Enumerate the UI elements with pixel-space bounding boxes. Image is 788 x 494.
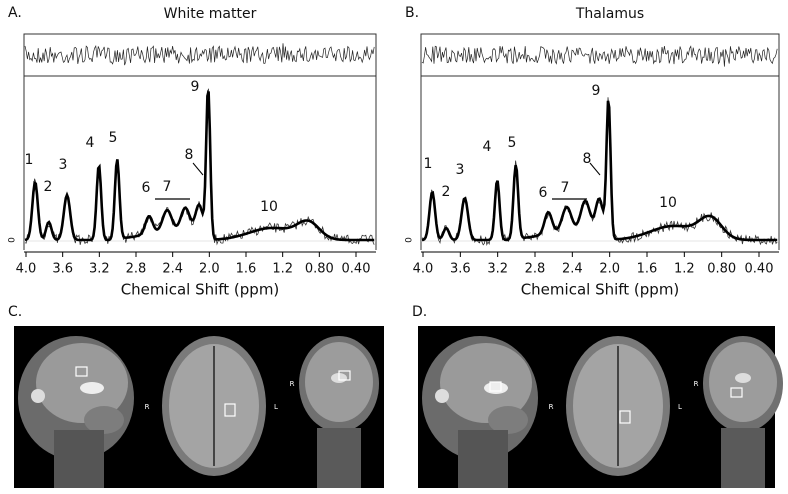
peak-label: 4 [86,135,95,151]
x-tick-label: 1.6 [637,262,658,277]
spectrum-data [24,88,375,246]
voxel [75,366,88,377]
x-tick-label: 2.4 [162,262,183,277]
x-tick-label: 2.0 [599,262,620,277]
x-tick-label: 0.40 [342,262,371,277]
peak-label: 4 [483,139,492,155]
peak-label: 7 [561,180,570,196]
sagittal-brain [36,343,128,423]
peak-label: 6 [539,185,548,201]
spectrum-fit [421,100,778,242]
orientation-label: R [549,403,554,411]
x-tick-label: 4.0 [413,262,434,277]
eye [31,389,45,403]
peak-label: 1 [424,156,433,172]
sagittal-neck [54,430,104,488]
spectrum-data [421,97,778,247]
voxel [338,370,351,381]
sagittal-cerebellum [84,406,124,434]
sagittal-neck [458,430,508,488]
orientation-label: L [678,403,682,411]
x-tick-label: 1.2 [272,262,293,277]
panel-title: Thalamus [575,6,644,22]
panel-label: D. [412,304,427,320]
x-axis-label: Chemical Shift (ppm) [121,281,280,299]
voxel [619,410,631,424]
x-tick-label: 2.8 [525,262,546,277]
peak-label: 7 [163,179,172,195]
coronal-neck [721,428,765,488]
sagittal-brain [440,343,532,423]
peak-label: 3 [59,157,68,173]
peak-label: 10 [659,195,677,211]
x-tick-label: 0.40 [745,262,774,277]
panel-label: C. [8,304,22,320]
x-tick-label: 0.80 [305,262,334,277]
peak-8-pointer [589,162,601,176]
sagittal-ventricle [484,382,508,394]
x-tick-label: 0.80 [707,262,736,277]
voxel [730,387,743,398]
panel-label: A. [8,5,22,21]
peak-label: 6 [142,180,151,196]
orientation-label: L [384,380,388,388]
x-tick-label: 3.6 [450,262,471,277]
voxel [224,403,236,417]
panel-label: B. [405,5,419,21]
peak-label: 5 [109,130,118,146]
sagittal-cerebellum [488,406,528,434]
x-axis-label: Chemical Shift (ppm) [521,281,680,299]
residual-box [420,33,780,77]
zero-label: 0 [405,237,415,243]
peak-label: 8 [185,147,194,163]
panel-title: White matter [164,6,257,22]
voxel [489,381,502,392]
orientation-label: R [290,380,295,388]
x-tick-label: 3.2 [487,262,508,277]
peak-label: 9 [592,83,601,99]
eye [435,389,449,403]
zero-label: 0 [8,237,18,243]
peak-label: 2 [442,184,451,200]
coronal-neck [317,428,361,488]
residual-box [23,33,377,77]
peak-label: 5 [508,135,517,151]
peak-label: 3 [456,162,465,178]
peak-label: 2 [44,179,53,195]
x-tick-label: 2.0 [199,262,220,277]
peak-label: 10 [260,199,278,215]
orientation-label: L [274,403,278,411]
coronal-ventricle [735,373,751,383]
sagittal-ventricle [80,382,104,394]
orientation-label: R [694,380,699,388]
residual-trace [421,45,778,67]
x-tick-label: 2.4 [562,262,583,277]
x-tick-label: 4.0 [16,262,37,277]
x-tick-label: 1.2 [674,262,695,277]
peak-8-pointer [192,162,204,176]
peak-label: 1 [25,152,34,168]
orientation-label: R [145,403,150,411]
peak-label: 8 [583,151,592,167]
x-tick-label: 1.6 [236,262,257,277]
peak-label: 9 [191,79,200,95]
residual-trace [24,43,375,66]
x-tick-label: 3.2 [89,262,110,277]
spectrum-fit [24,91,375,242]
x-tick-label: 2.8 [126,262,147,277]
x-tick-label: 3.6 [52,262,73,277]
